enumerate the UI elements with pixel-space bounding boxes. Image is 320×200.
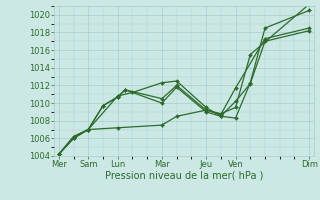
X-axis label: Pression niveau de la mer( hPa ): Pression niveau de la mer( hPa ): [105, 171, 263, 181]
